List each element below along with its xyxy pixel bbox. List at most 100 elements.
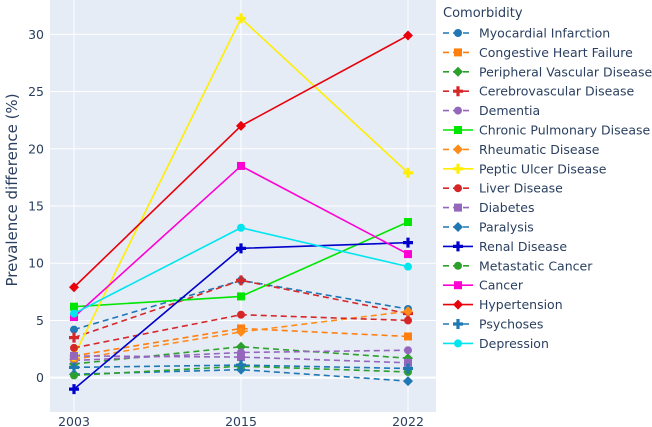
legend-swatch-marker bbox=[453, 144, 463, 155]
legend-item[interactable]: Liver Disease bbox=[443, 181, 563, 196]
series-11 bbox=[69, 237, 413, 395]
legend-item[interactable]: Dementia bbox=[443, 103, 540, 118]
legend-label: Psychoses bbox=[479, 317, 543, 332]
legend-item[interactable]: Peptic Ulcer Disease bbox=[443, 161, 607, 176]
data-point bbox=[70, 351, 78, 360]
legend-label: Myocardial Infarction bbox=[479, 26, 610, 41]
y-tick-label: 15 bbox=[28, 199, 44, 214]
series-line bbox=[73, 355, 409, 364]
legend-swatch-marker bbox=[454, 281, 462, 290]
legend: Comorbidity Myocardial Infarction Congest… bbox=[443, 6, 652, 351]
legend-swatch-marker bbox=[453, 66, 463, 77]
x-tick-label: 2015 bbox=[225, 414, 257, 427]
legend-swatch-marker bbox=[454, 106, 462, 115]
legend-label: Rheumatic Disease bbox=[479, 142, 600, 157]
legend-label: Cerebrovascular Disease bbox=[479, 84, 635, 99]
data-point bbox=[70, 325, 78, 334]
legend-label: Cancer bbox=[479, 278, 524, 293]
legend-swatch-marker bbox=[454, 48, 462, 57]
y-tick-label: 25 bbox=[28, 84, 44, 99]
data-point bbox=[70, 302, 78, 311]
legend-item[interactable]: Cerebrovascular Disease bbox=[443, 84, 635, 99]
legend-item[interactable]: Metastatic Cancer bbox=[443, 258, 593, 273]
series-line bbox=[73, 364, 409, 370]
data-point bbox=[69, 282, 79, 293]
data-point bbox=[404, 332, 412, 341]
legend-swatch-marker bbox=[453, 222, 463, 232]
y-tick-label: 10 bbox=[28, 256, 44, 271]
data-point bbox=[236, 13, 246, 24]
legend-label: Paralysis bbox=[479, 220, 534, 235]
data-point bbox=[237, 353, 245, 362]
legend-label: Hypertension bbox=[479, 297, 563, 312]
data-point bbox=[403, 376, 413, 387]
data-point bbox=[404, 346, 412, 355]
legend-swatch-marker bbox=[454, 261, 462, 270]
legend-label: Metastatic Cancer bbox=[479, 258, 593, 273]
data-point bbox=[237, 292, 245, 301]
legend-item[interactable]: Hypertension bbox=[443, 297, 563, 312]
y-tick-label: 30 bbox=[28, 27, 44, 42]
legend-label: Renal Disease bbox=[479, 239, 567, 254]
data-point bbox=[70, 371, 78, 380]
legend-label: Peripheral Vascular Disease bbox=[479, 64, 652, 79]
legend-swatch-marker bbox=[454, 203, 462, 212]
data-point bbox=[237, 223, 245, 232]
legend-swatch-marker bbox=[453, 86, 463, 97]
legend-swatch-marker bbox=[453, 163, 463, 174]
legend-item[interactable]: Congestive Heart Failure bbox=[443, 45, 633, 60]
legend-label: Diabetes bbox=[479, 200, 535, 215]
y-tick-label: 5 bbox=[36, 313, 44, 328]
y-axis-title: Prevalence difference (%) bbox=[3, 93, 21, 286]
legend-swatch-marker bbox=[454, 339, 462, 348]
legend-label: Congestive Heart Failure bbox=[479, 45, 633, 60]
data-point bbox=[69, 384, 79, 395]
data-point bbox=[236, 360, 246, 371]
data-point bbox=[404, 218, 412, 227]
data-point bbox=[404, 250, 412, 259]
legend-item[interactable]: Chronic Pulmonary Disease bbox=[443, 123, 651, 138]
x-axis-ticks: 2003 2015 2022 bbox=[58, 414, 424, 427]
series-line bbox=[73, 327, 409, 357]
data-point bbox=[70, 309, 78, 318]
data-point bbox=[69, 332, 79, 343]
data-point bbox=[236, 243, 246, 254]
data-point bbox=[403, 167, 413, 178]
legend-item[interactable]: Myocardial Infarction bbox=[443, 26, 610, 41]
legend-swatch-marker bbox=[454, 126, 462, 134]
data-point bbox=[403, 30, 413, 41]
y-axis-ticks: 0 5 10 15 20 25 30 bbox=[28, 27, 44, 385]
y-tick-label: 0 bbox=[36, 370, 44, 385]
legend-item[interactable]: Paralysis bbox=[443, 220, 534, 235]
legend-swatch-marker bbox=[453, 319, 463, 329]
series-9 bbox=[70, 351, 412, 367]
legend-swatch-marker bbox=[454, 184, 462, 193]
data-point bbox=[403, 363, 413, 374]
legend-title: Comorbidity bbox=[443, 6, 523, 21]
legend-item[interactable]: Renal Disease bbox=[443, 239, 567, 254]
x-tick-label: 2003 bbox=[58, 414, 90, 427]
legend-label: Depression bbox=[479, 336, 549, 351]
y-tick-label: 20 bbox=[28, 141, 44, 156]
legend-item[interactable]: Psychoses bbox=[443, 317, 543, 332]
data-point bbox=[403, 237, 413, 248]
series-line bbox=[73, 349, 409, 362]
legend-item[interactable]: Cancer bbox=[443, 278, 524, 293]
legend-item[interactable]: Diabetes bbox=[443, 200, 535, 215]
series-15 bbox=[69, 360, 413, 374]
data-point bbox=[404, 262, 412, 271]
series-5 bbox=[70, 218, 412, 311]
series-line bbox=[73, 279, 409, 339]
legend-item[interactable]: Peripheral Vascular Disease bbox=[443, 64, 652, 79]
series-14 bbox=[69, 30, 413, 293]
data-point bbox=[236, 275, 246, 286]
gridlines bbox=[50, 0, 436, 412]
legend-swatch-marker bbox=[454, 29, 462, 37]
legend-swatch-marker bbox=[453, 299, 463, 310]
legend-item[interactable]: Rheumatic Disease bbox=[443, 142, 600, 157]
legend-label: Peptic Ulcer Disease bbox=[479, 161, 607, 176]
legend-swatch-marker bbox=[453, 241, 463, 252]
legend-item[interactable]: Depression bbox=[443, 336, 549, 351]
data-point bbox=[404, 358, 412, 367]
